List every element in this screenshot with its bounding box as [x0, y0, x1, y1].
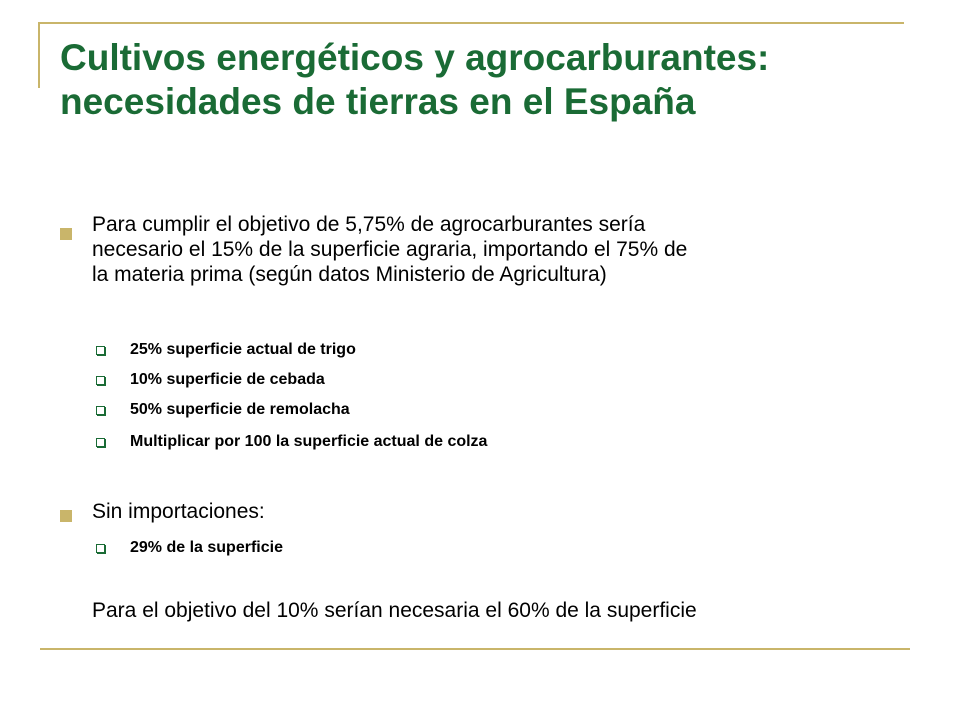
bullet-line: necesario el 15% de la superficie agrari… [92, 238, 688, 261]
slide-title: Cultivos energéticos y agrocarburantes: … [60, 36, 940, 124]
hollow-square-bullet-icon [96, 376, 105, 385]
sub-item-rapeseed: Multiplicar por 100 la superficie actual… [130, 433, 488, 450]
hollow-square-bullet-icon [96, 346, 105, 355]
bullet-line: Para cumplir el objetivo de 5,75% de agr… [92, 213, 646, 236]
square-bullet-icon [60, 510, 72, 522]
left-rule [38, 22, 40, 88]
hollow-square-bullet-icon [96, 406, 105, 415]
slide-title-line-2: necesidades de tierras en el España [60, 81, 696, 122]
sub-item-wheat: 25% superficie actual de trigo [130, 341, 356, 358]
sub-item-barley: 10% superficie de cebada [130, 371, 325, 388]
bullet-line: Sin importaciones: [92, 500, 265, 523]
slide-title-line-1: Cultivos energéticos y agrocarburantes: [60, 37, 770, 78]
bottom-rule [40, 648, 910, 650]
sub-item-beet: 50% superficie de remolacha [130, 401, 350, 418]
sub-item-surface-29: 29% de la superficie [130, 539, 283, 556]
top-rule [40, 22, 904, 24]
closing-text: Para el objetivo del 10% serían necesari… [92, 599, 697, 622]
bullet-text-objective: Para cumplir el objetivo de 5,75% de agr… [92, 212, 892, 287]
square-bullet-icon [60, 228, 72, 240]
hollow-square-bullet-icon [96, 544, 105, 553]
bullet-line: la materia prima (según datos Ministerio… [92, 263, 607, 286]
hollow-square-bullet-icon [96, 438, 105, 447]
bullet-text-no-imports: Sin importaciones: [92, 499, 892, 524]
